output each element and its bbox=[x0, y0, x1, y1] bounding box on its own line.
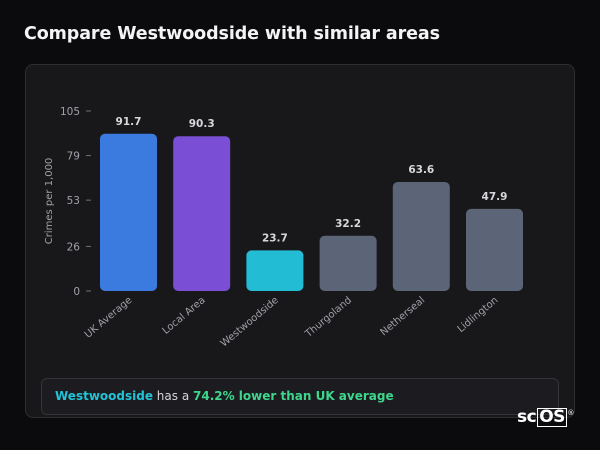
x-category-label: Thurgoland bbox=[303, 295, 354, 341]
y-tick-label: 26 bbox=[67, 241, 81, 253]
y-axis-label: Crimes per 1,000 bbox=[44, 158, 55, 245]
bar-local-area bbox=[173, 136, 231, 291]
summary-callout: Westwoodside has a 74.2% lower than UK a… bbox=[41, 378, 559, 415]
bar-value-label: 90.3 bbox=[189, 118, 215, 130]
page-title: Compare Westwoodside with similar areas bbox=[24, 24, 440, 44]
y-tick-label: 53 bbox=[67, 195, 80, 207]
bar-thurgoland bbox=[319, 235, 377, 291]
bar-value-label: 32.2 bbox=[335, 218, 361, 230]
chart-card: 0 26 53 79 105 Crimes per 1,000 91.7 UK Average… bbox=[25, 64, 575, 418]
bar-westwoodside bbox=[246, 250, 304, 291]
bar-netherseal bbox=[392, 181, 450, 291]
logo-text: sc bbox=[517, 407, 537, 427]
bar-uk-average bbox=[100, 133, 157, 291]
y-tick-label: 0 bbox=[73, 286, 80, 298]
bar-value-label: 63.6 bbox=[408, 164, 434, 176]
summary-area-name: Westwoodside bbox=[55, 389, 153, 403]
x-category-label: Lidlington bbox=[456, 295, 501, 335]
summary-connector: has a bbox=[152, 389, 193, 403]
x-category-label: Westwoodside bbox=[219, 295, 281, 350]
brand-logo: sc OS ® bbox=[517, 407, 574, 427]
y-tick-label: 79 bbox=[67, 151, 80, 163]
logo-box-text: OS bbox=[537, 407, 567, 427]
summary-comparison: 74.2% lower than UK average bbox=[193, 389, 394, 403]
bar-chart: 0 26 53 79 105 Crimes per 1,000 91.7 UK Average… bbox=[44, 106, 523, 350]
x-category-label: Netherseal bbox=[378, 295, 427, 338]
bar-lidlington bbox=[466, 208, 523, 291]
x-category-label: UK Average bbox=[83, 295, 135, 341]
bar-value-label: 47.9 bbox=[482, 191, 508, 203]
bar-value-label: 91.7 bbox=[116, 116, 142, 128]
y-tick-label: 105 bbox=[60, 106, 80, 118]
bar-value-label: 23.7 bbox=[262, 232, 288, 244]
x-category-label: Local Area bbox=[161, 295, 208, 337]
logo-registered-mark: ® bbox=[567, 409, 574, 417]
